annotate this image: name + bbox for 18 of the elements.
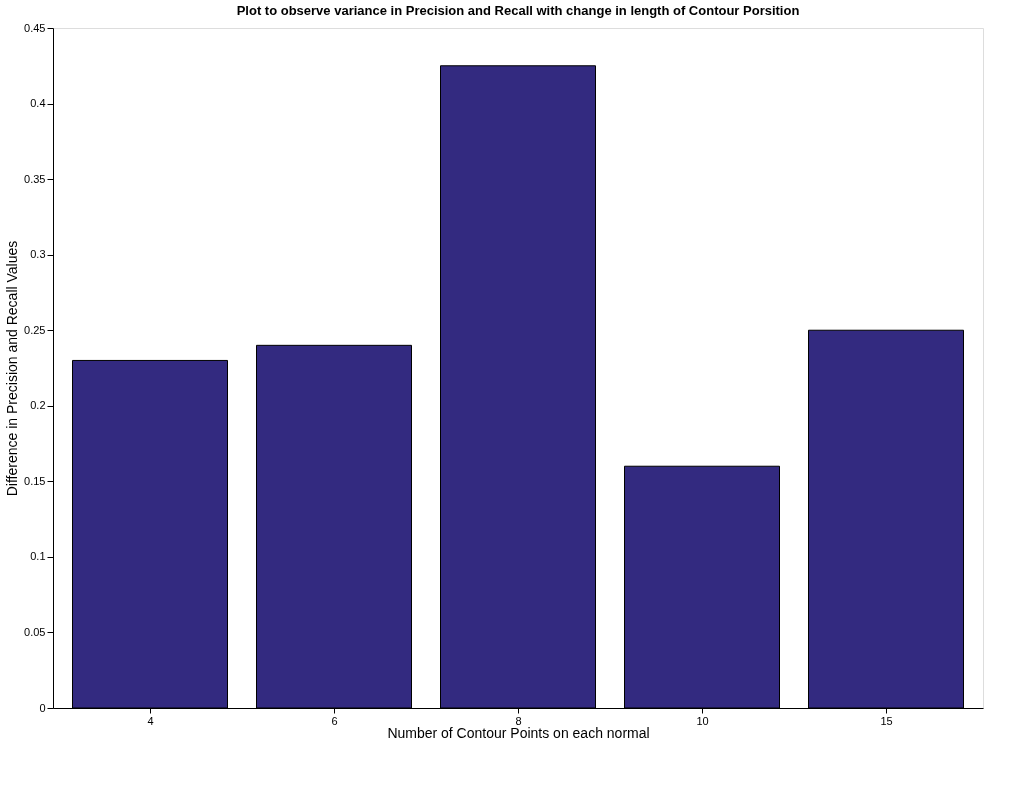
y-tick-label: 0: [39, 701, 46, 714]
chart-title: Plot to observe variance in Precision and Recall with change in length of Contour Porsition: [236, 3, 800, 18]
y-axis-title: Difference in Precision and Recall Values: [4, 240, 21, 497]
y-tick-label: 0.45: [24, 21, 46, 34]
y-tick-label: 0.2: [30, 399, 46, 412]
y-tick-label: 0.15: [24, 474, 46, 487]
y-tick-label: 0.35: [24, 172, 46, 185]
x-tick-label: 8: [515, 714, 522, 727]
x-tick-label: 15: [880, 714, 893, 727]
x-tick-label: 4: [147, 714, 154, 727]
y-tick-label: 0.05: [24, 625, 46, 638]
y-tick-label: 0.4: [30, 97, 46, 110]
x-axis-title: Number of Contour Points on each normal: [387, 724, 650, 741]
x-tick-label: 6: [331, 714, 338, 727]
y-tick-label: 0.3: [30, 248, 46, 261]
x-tick-label: 10: [696, 714, 709, 727]
y-tick-label: 0.1: [30, 550, 46, 563]
y-tick-label: 0.25: [24, 323, 46, 336]
